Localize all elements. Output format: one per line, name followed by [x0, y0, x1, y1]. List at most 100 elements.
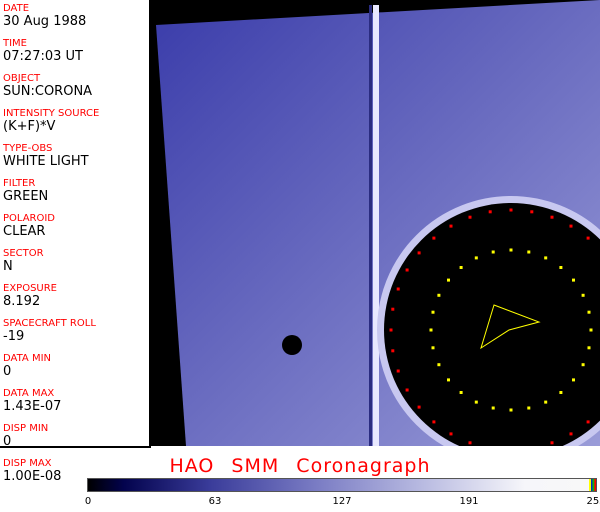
grid-marker [431, 346, 435, 350]
grid-marker [569, 432, 573, 436]
grid-marker [569, 224, 573, 228]
grid-marker [488, 210, 492, 214]
grid-marker [581, 363, 585, 367]
grid-marker [459, 391, 463, 394]
grid-marker [468, 215, 472, 219]
field-label: FILTER [3, 178, 36, 189]
field-intensity-source: INTENSITY SOURCE (K+F)*V [0, 108, 149, 140]
grid-marker [527, 250, 531, 254]
field-polaroid: POLAROID CLEAR [0, 213, 149, 245]
grid-marker [396, 369, 400, 373]
field-value: 30 Aug 1988 [3, 14, 87, 29]
field-value: GREEN [3, 189, 49, 204]
grid-marker [391, 349, 395, 353]
header-info-panel: DATE 30 Aug 1988 TIME 07:27:03 UT OBJECT SUN:… [0, 0, 151, 484]
grid-marker [447, 278, 450, 282]
grid-marker [544, 256, 548, 260]
grid-marker [474, 256, 478, 260]
occulting-disk [384, 203, 600, 446]
field-time: TIME 07:27:03 UT [0, 38, 149, 70]
grid-marker [449, 432, 453, 436]
field-value: (K+F)*V [3, 119, 56, 134]
field-value: 0 [3, 364, 12, 379]
grid-marker [396, 287, 400, 291]
grid-marker [530, 210, 534, 214]
grid-marker [491, 250, 495, 254]
occulter-pylon [373, 5, 379, 446]
grid-marker [417, 251, 421, 255]
grid-marker [587, 310, 591, 314]
field-value: CLEAR [3, 224, 46, 239]
grid-marker [509, 248, 513, 252]
grid-marker [431, 310, 435, 314]
coronagraph-image [151, 0, 600, 446]
field-label: SPACECRAFT ROLL [3, 318, 96, 329]
field-value: 0 [3, 434, 12, 449]
field-date: DATE 30 Aug 1988 [0, 3, 149, 35]
grid-marker [405, 268, 409, 272]
grid-marker [389, 328, 393, 332]
field-value: 8.192 [3, 294, 41, 309]
grid-marker [589, 328, 593, 332]
grid-marker [587, 346, 591, 350]
grid-marker [432, 420, 436, 424]
field-spacecraft-roll: SPACECRAFT ROLL -19 [0, 318, 149, 350]
grid-marker [527, 406, 531, 410]
colorbar-tick: 0 [84, 496, 92, 507]
colorbar-tick: 255 [586, 496, 600, 507]
field-value: 1.00E-08 [3, 469, 62, 484]
grid-marker [405, 388, 409, 392]
colorbar [87, 478, 597, 492]
grid-marker [509, 208, 513, 212]
field-label: DATA MIN [3, 353, 51, 364]
field-label: SECTOR [3, 248, 44, 259]
grid-marker [437, 293, 441, 297]
grid-marker [559, 391, 563, 394]
field-label: INTENSITY SOURCE [3, 108, 100, 119]
grid-marker [459, 266, 463, 269]
field-label: DISP MAX [3, 458, 52, 469]
region-outline [480, 304, 541, 350]
field-label: TIME [3, 38, 28, 49]
field-label: OBJECT [3, 73, 41, 84]
colorbar-tick: 63 [208, 496, 222, 507]
grid-marker [491, 406, 495, 410]
field-value: WHITE LIGHT [3, 154, 89, 169]
field-data-max: DATA MAX 1.43E-07 [0, 388, 149, 420]
grid-marker [449, 224, 453, 228]
grid-marker [586, 420, 590, 424]
colorbar-tick: 127 [332, 496, 352, 507]
grid-marker [586, 236, 590, 240]
grid-marker [572, 378, 575, 382]
field-disp-min: DISP MIN 0 [0, 423, 149, 455]
field-value: 1.43E-07 [3, 399, 62, 414]
grid-marker [559, 266, 563, 269]
colorbar-tick: 191 [459, 496, 479, 507]
grid-marker [544, 400, 548, 404]
field-label: DISP MIN [3, 423, 49, 434]
dark-spot [282, 335, 302, 355]
field-exposure: EXPOSURE 8.192 [0, 283, 149, 315]
grid-marker [581, 293, 585, 297]
grid-marker [474, 400, 478, 404]
grid-marker [468, 441, 472, 445]
grid-marker [550, 215, 554, 219]
grid-marker [429, 328, 433, 332]
grid-marker [550, 441, 554, 445]
field-data-min: DATA MIN 0 [0, 353, 149, 385]
field-label: POLAROID [3, 213, 56, 224]
field-value: -19 [3, 329, 25, 344]
field-label: DATA MAX [3, 388, 55, 399]
field-disp-max: DISP MAX 1.00E-08 [0, 458, 149, 490]
grid-marker [447, 378, 450, 382]
field-filter: FILTER GREEN [0, 178, 149, 210]
field-label: DATE [3, 3, 30, 14]
grid-marker [437, 363, 441, 367]
field-type-obs: TYPE-OBS WHITE LIGHT [0, 143, 149, 175]
field-sector: SECTOR N [0, 248, 149, 280]
grid-marker [432, 236, 436, 240]
instrument-title: HAO SMM Coronagraph [169, 455, 431, 477]
grid-marker [509, 408, 513, 412]
field-object: OBJECT SUN:CORONA [0, 73, 149, 105]
grid-marker [417, 405, 421, 409]
